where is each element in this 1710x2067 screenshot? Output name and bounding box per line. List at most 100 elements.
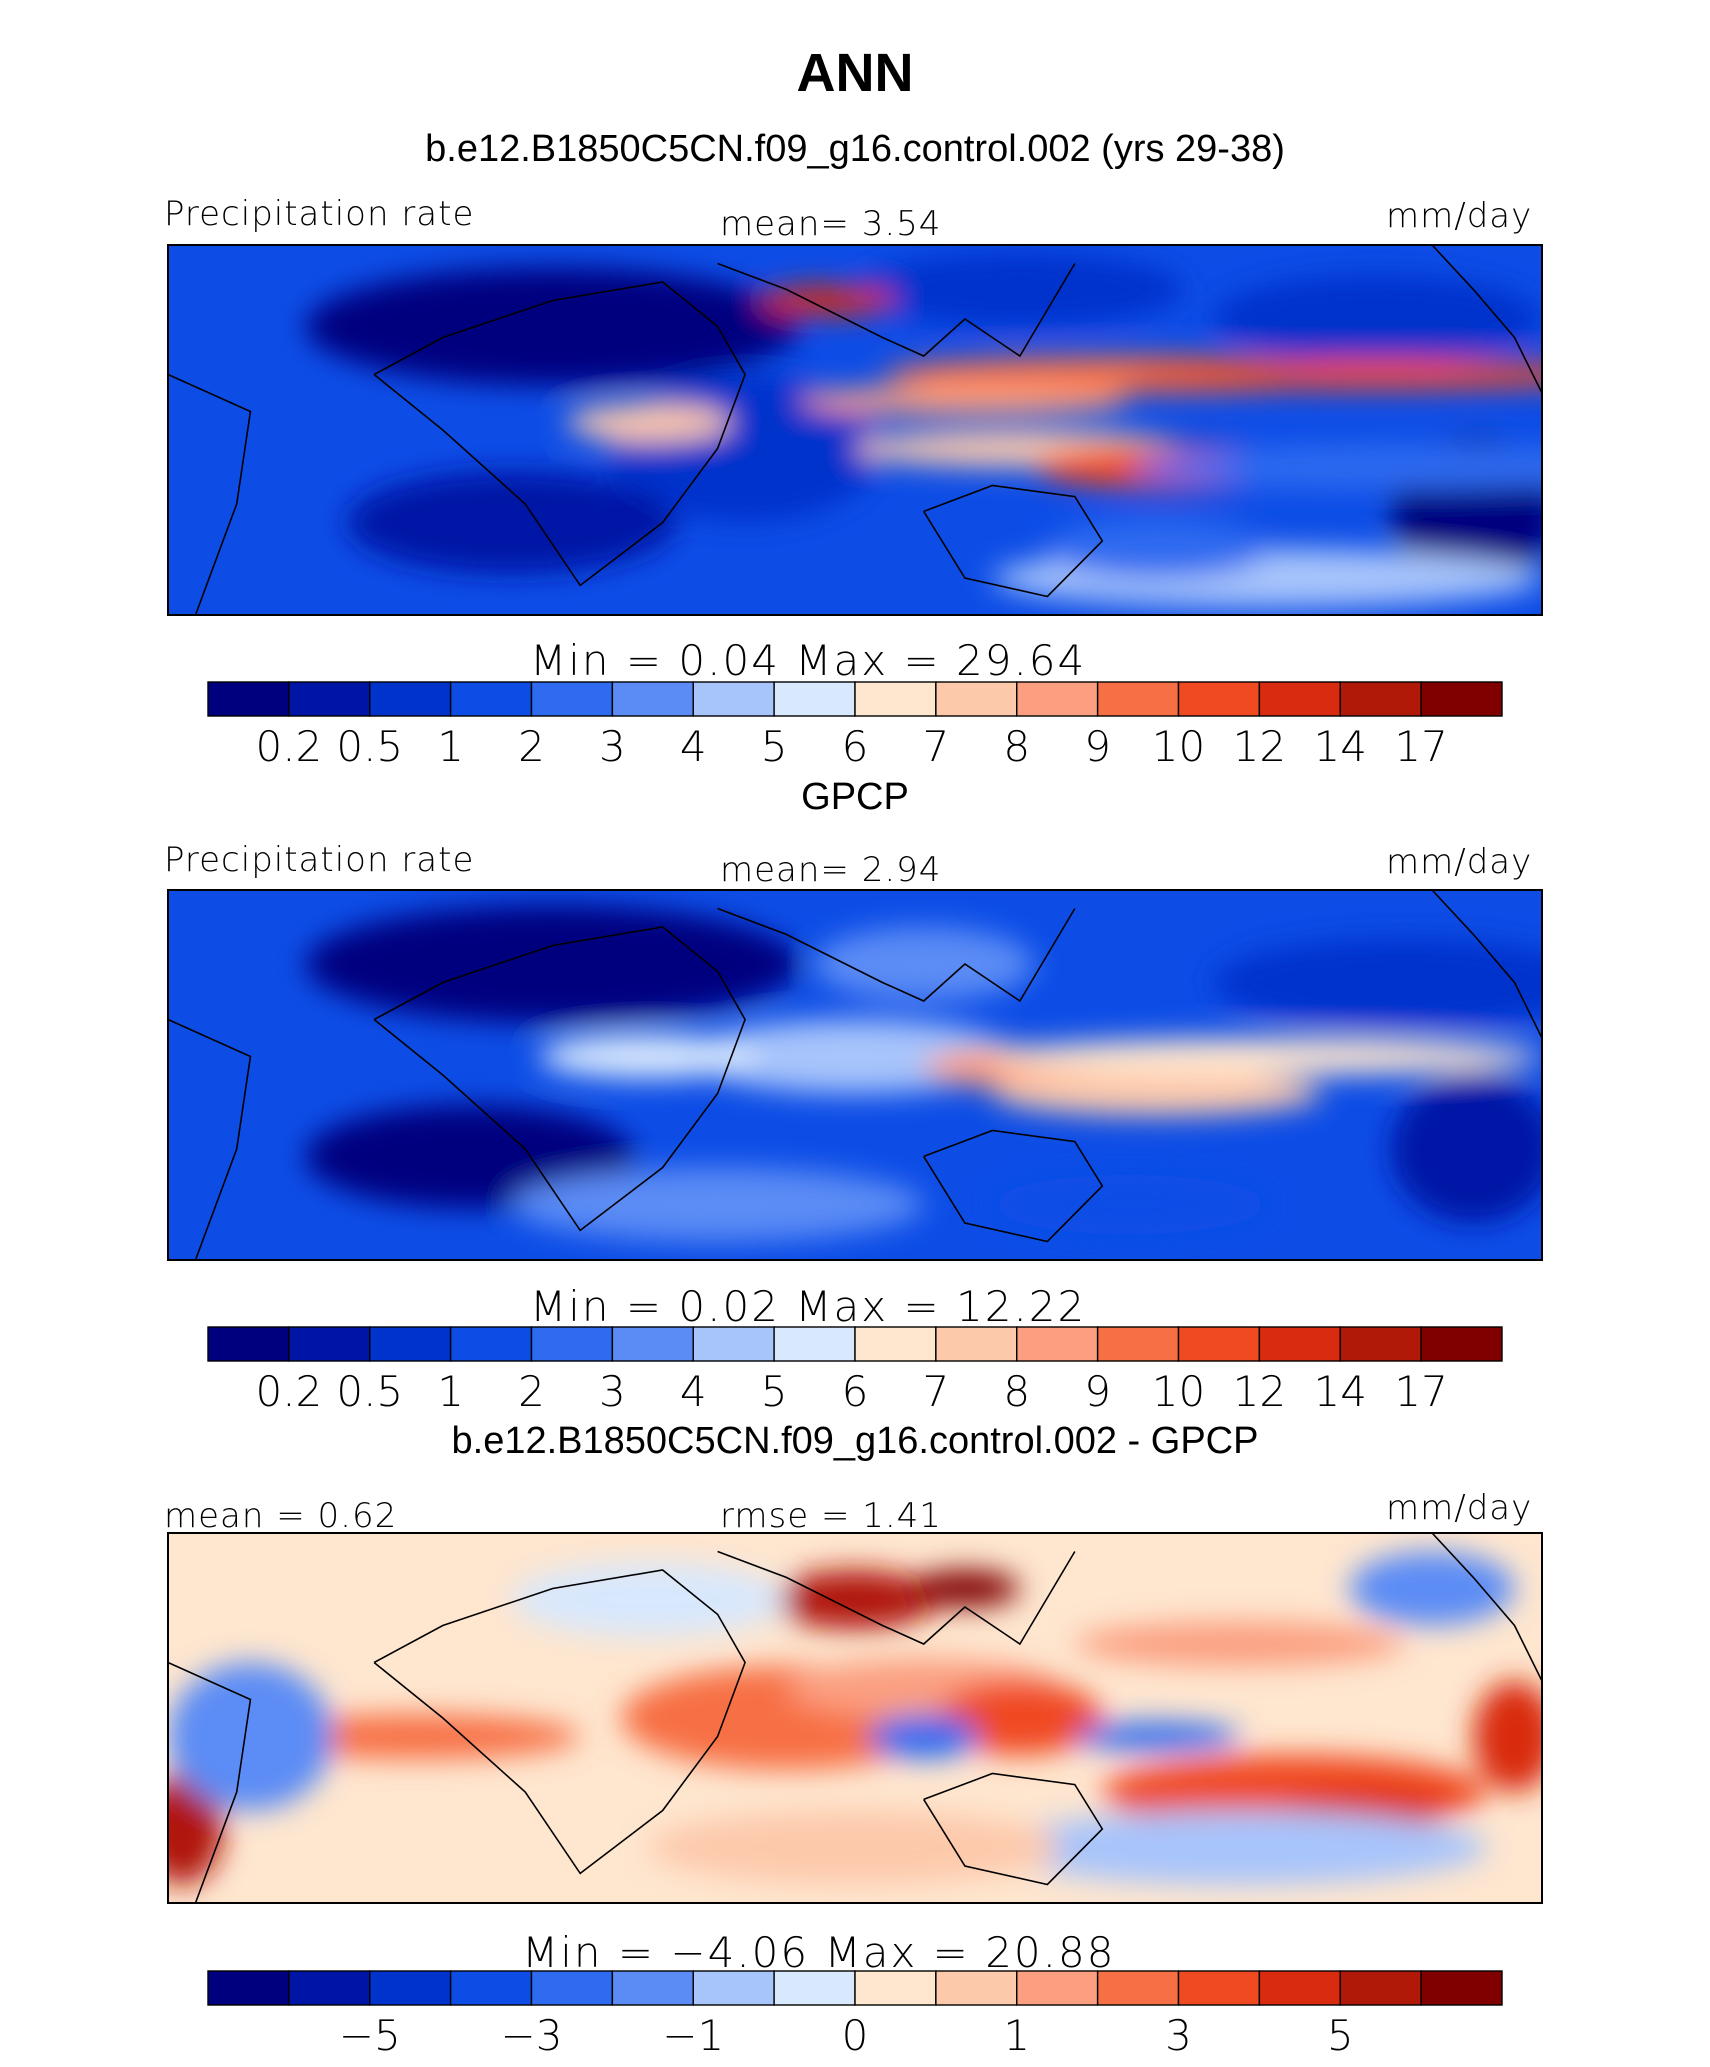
field-contour [648, 1810, 1062, 1885]
field-contour [1074, 1721, 1240, 1752]
colorbar-swatch [854, 1326, 937, 1362]
field-contour [1212, 274, 1542, 364]
coastline [373, 1569, 746, 1875]
colorbar-tick-label: 12 [1232, 722, 1287, 771]
colorbar-tick-label: 17 [1394, 1367, 1448, 1416]
colorbar-swatch [449, 681, 533, 717]
panel-3-mean-label: mean = 0.62 [164, 1496, 398, 1536]
colorbar-tick-label: 10 [1151, 722, 1206, 771]
colorbar-tick-label: 3 [599, 722, 626, 771]
colorbar-swatch [1339, 1970, 1422, 2006]
colorbar-tick-label: 0.2 [255, 722, 323, 771]
map-field-3 [168, 1533, 1542, 1903]
colorbar-swatch [288, 1326, 371, 1362]
colorbar-tick-label: 17 [1394, 722, 1448, 771]
panel-3-rmse-label: rmse = 1.41 [720, 1496, 942, 1536]
colorbar-tick-label: 10 [1151, 1367, 1206, 1416]
colorbar-swatch [449, 1970, 533, 2006]
map-frame [167, 1532, 1543, 1904]
colorbar-swatch [935, 1970, 1018, 2006]
colorbar-swatch [1016, 1326, 1099, 1362]
panel-2-left-label: Precipitation rate [164, 840, 475, 880]
colorbar-tick-label: 5 [760, 1367, 788, 1416]
field-contour [538, 1034, 759, 1079]
colorbar-swatch [611, 1970, 694, 2006]
colorbar-swatch [369, 1326, 452, 1362]
colorbar-swatch [854, 681, 937, 717]
colorbar-tick-label: 0.5 [336, 1367, 404, 1416]
coastline [168, 1661, 252, 1903]
colorbar-swatch [1177, 1970, 1261, 2006]
colorbar-swatch [692, 681, 775, 717]
colorbar-tick-label: 9 [1084, 1367, 1111, 1416]
colorbar-tick-label: 2 [518, 722, 545, 771]
field-contour [1047, 518, 1268, 579]
colorbar-swatch [1420, 1970, 1503, 2006]
colorbar-tick-label: 1 [1003, 2011, 1031, 2060]
colorbar-swatch [1258, 1326, 1341, 1362]
colorbar-swatch [207, 1326, 290, 1362]
colorbar-swatch [1258, 1970, 1341, 2006]
field-contour [868, 1714, 979, 1759]
colorbar-tick-label: 6 [841, 1367, 869, 1416]
coastline [168, 373, 252, 615]
panel-2-mean-label: mean= 2.94 [720, 850, 942, 890]
colorbar-swatch [1420, 681, 1503, 717]
colorbar-tick-label: 0 [841, 2011, 869, 2060]
colorbar-tick-label: 5 [760, 722, 788, 771]
colorbar-tick-label: 1 [437, 722, 464, 771]
colorbar-tick-label: 3 [1165, 2011, 1192, 2060]
panel-3-minmax: Min = −4.06 Max = 20.88 [522, 1928, 1116, 1977]
map-field-1 [168, 245, 1542, 615]
field-contour [250, 1714, 581, 1759]
coastline [717, 907, 1076, 1003]
field-contour [1349, 1551, 1515, 1626]
panel-1-minmax: Min = 0.04 Max = 29.64 [530, 636, 1087, 685]
colorbar-swatch [692, 1326, 775, 1362]
colorbar-swatch [530, 1326, 614, 1362]
colorbar-2 [207, 1326, 1503, 1362]
field-contour [168, 1662, 333, 1811]
field-contour [566, 404, 732, 442]
coastline [168, 1018, 252, 1260]
colorbar-swatch [692, 1970, 775, 2006]
panel-1-mean-label: mean= 3.54 [720, 204, 942, 244]
field-contour [855, 252, 1185, 327]
field-contour [1212, 938, 1542, 1027]
colorbar-tick-label: 0.5 [336, 722, 404, 771]
colorbar-tick-label: 3 [599, 1367, 626, 1416]
colorbar-swatch [1177, 1326, 1261, 1362]
field-contour [305, 904, 801, 1024]
field-contour [800, 385, 1130, 416]
field-contour [511, 1167, 924, 1242]
coastline [1431, 245, 1542, 394]
field-contour [1129, 359, 1542, 390]
colorbar-tick-label: −3 [500, 2011, 563, 2060]
colorbar-swatch [288, 681, 371, 717]
colorbar-tick-label: −5 [338, 2011, 401, 2060]
field-contour [813, 927, 1034, 1001]
map-frame [167, 244, 1543, 616]
colorbar-tick-label: 6 [841, 722, 869, 771]
colorbar-swatch [207, 681, 290, 717]
field-contour [992, 1038, 1542, 1075]
field-contour [346, 470, 677, 575]
colorbar-swatch [530, 1970, 614, 2006]
colorbar-tick-label: 0.2 [255, 1367, 323, 1416]
panel-2-units: mm/day [1386, 842, 1533, 882]
colorbar-swatch [1339, 681, 1422, 717]
field-contour [772, 1570, 938, 1630]
colorbar-swatch [530, 681, 614, 717]
colorbar-tick-label: 14 [1313, 722, 1367, 771]
colorbar-swatch [1096, 1326, 1180, 1362]
field-contour [992, 1810, 1488, 1885]
panel-1-units: mm/day [1386, 196, 1533, 236]
colorbar-swatch [611, 1326, 694, 1362]
colorbar-swatch [207, 1970, 290, 2006]
panel-3-units: mm/day [1386, 1488, 1533, 1528]
panel-2-minmax: Min = 0.02 Max = 12.22 [530, 1282, 1087, 1331]
colorbar-tick-label: 14 [1313, 1367, 1367, 1416]
field-contour [992, 1174, 1268, 1235]
colorbar-tick-label: 8 [1003, 722, 1031, 771]
field-contour [1129, 444, 1542, 490]
